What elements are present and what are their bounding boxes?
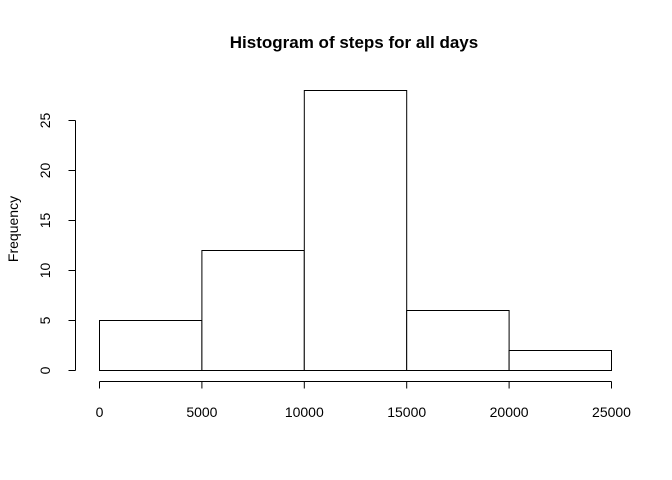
- bars-layer: [99, 90, 613, 371]
- y-tick-label-5: 25: [37, 113, 53, 129]
- histogram-bar-0: [99, 320, 203, 371]
- x-tick-label-4: 20000: [490, 404, 529, 420]
- y-tick-label-4: 20: [37, 163, 53, 179]
- y-axis-label: Frequency: [5, 196, 21, 262]
- y-tick-label-3: 15: [37, 213, 53, 229]
- y-tick-label-2: 10: [37, 263, 53, 279]
- histogram-bar-3: [406, 310, 510, 371]
- histogram-bar-4: [508, 350, 613, 371]
- histogram-bar-2: [303, 90, 408, 371]
- x-tick-label-1: 5000: [186, 404, 217, 420]
- y-axis: 0 5 10 15 20 25: [37, 113, 76, 374]
- y-tick-label-1: 5: [37, 316, 53, 324]
- x-tick-label-2: 10000: [285, 404, 324, 420]
- y-tick-label-0: 0: [37, 366, 53, 374]
- x-tick-label-5: 25000: [592, 404, 631, 420]
- x-tick-label-3: 15000: [387, 404, 426, 420]
- histogram-bar-1: [201, 250, 305, 371]
- chart-title: Histogram of steps for all days: [230, 33, 478, 52]
- x-axis: 0 5000 10000 15000 20000 25000: [96, 381, 631, 420]
- x-tick-label-0: 0: [96, 404, 104, 420]
